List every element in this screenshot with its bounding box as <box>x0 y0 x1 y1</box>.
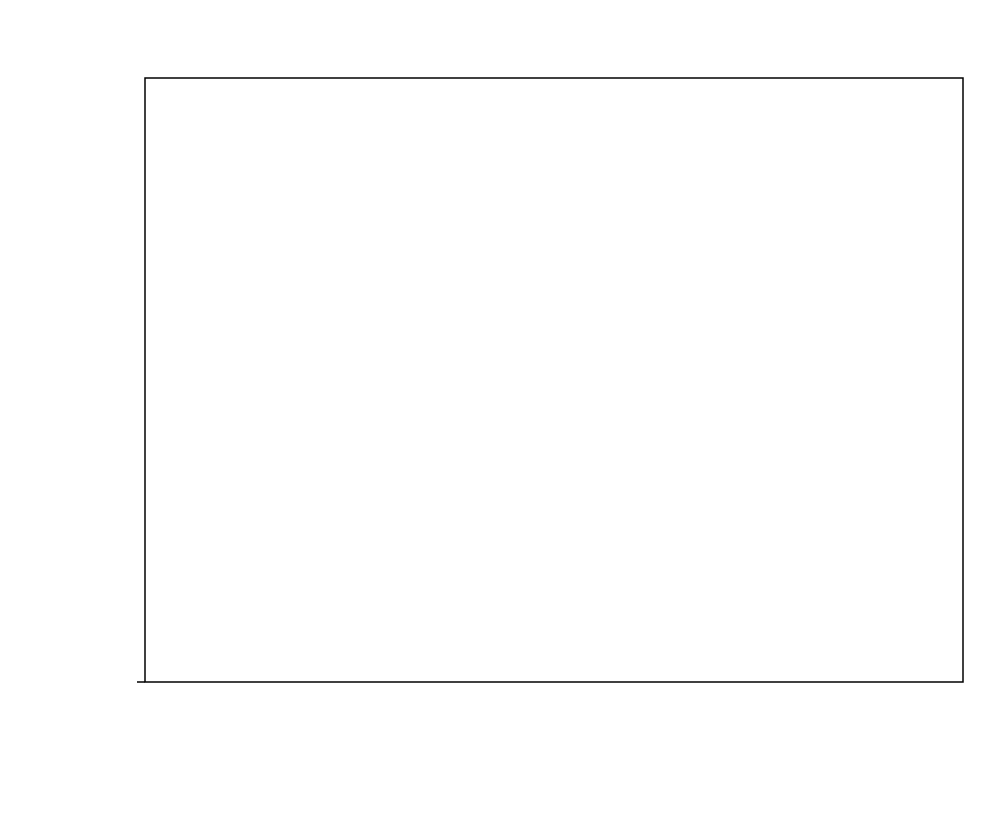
chart-container <box>0 0 1000 814</box>
line-chart <box>0 0 1000 814</box>
